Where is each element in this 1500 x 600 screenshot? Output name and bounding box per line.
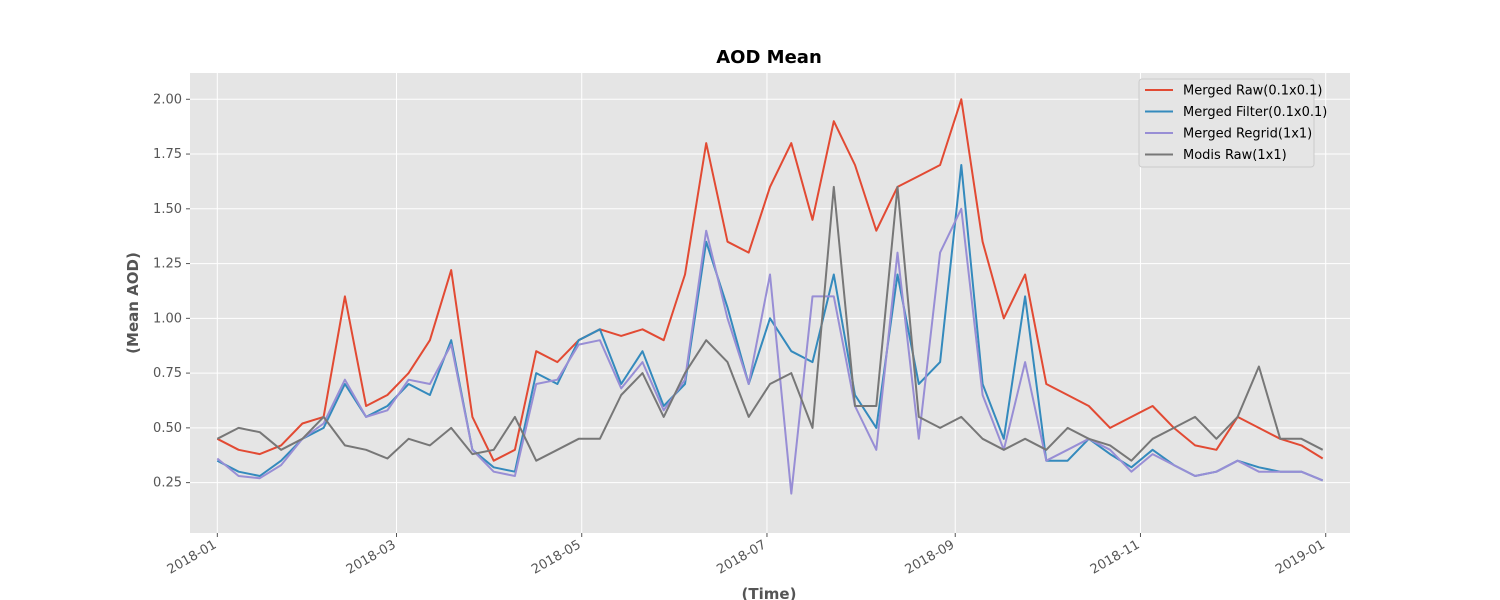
series-line-1 [216, 98, 1324, 462]
y-axis-label: (Mean AOD) [124, 252, 142, 354]
y-tick-label: 1.25 [153, 257, 182, 272]
legend-items: Merged Raw(0.1x0.1) Merged Filter(0.1x0.1… [1145, 84, 1327, 163]
y-tick-label: 0.75 [153, 366, 182, 381]
x-axis-label: (Time) [742, 585, 797, 600]
y-tick-label: 1.75 [153, 147, 182, 162]
series-line-3 [216, 207, 1324, 495]
legend-box [1138, 78, 1315, 168]
y-tick-label: 2.00 [153, 92, 182, 107]
y-tick-label: 1.50 [153, 202, 182, 217]
legend: Merged Raw(0.1x0.1) Merged Filter(0.1x0.1… [1138, 78, 1327, 168]
y-tick-label: 0.50 [153, 421, 182, 436]
chart-title: AOD Mean [716, 47, 822, 68]
y-tick-label: 0.25 [153, 476, 182, 491]
legend-label: Merged Regrid(1x1) [1183, 127, 1312, 142]
series-layer [216, 98, 1324, 495]
y-tick-label: 1.00 [153, 311, 182, 326]
legend-label: Modis Raw(1x1) [1183, 148, 1287, 163]
legend-label: Merged Filter(0.1x0.1) [1183, 105, 1327, 120]
legend-label: Merged Raw(0.1x0.1) [1183, 84, 1323, 99]
series-line-4 [216, 185, 1324, 462]
